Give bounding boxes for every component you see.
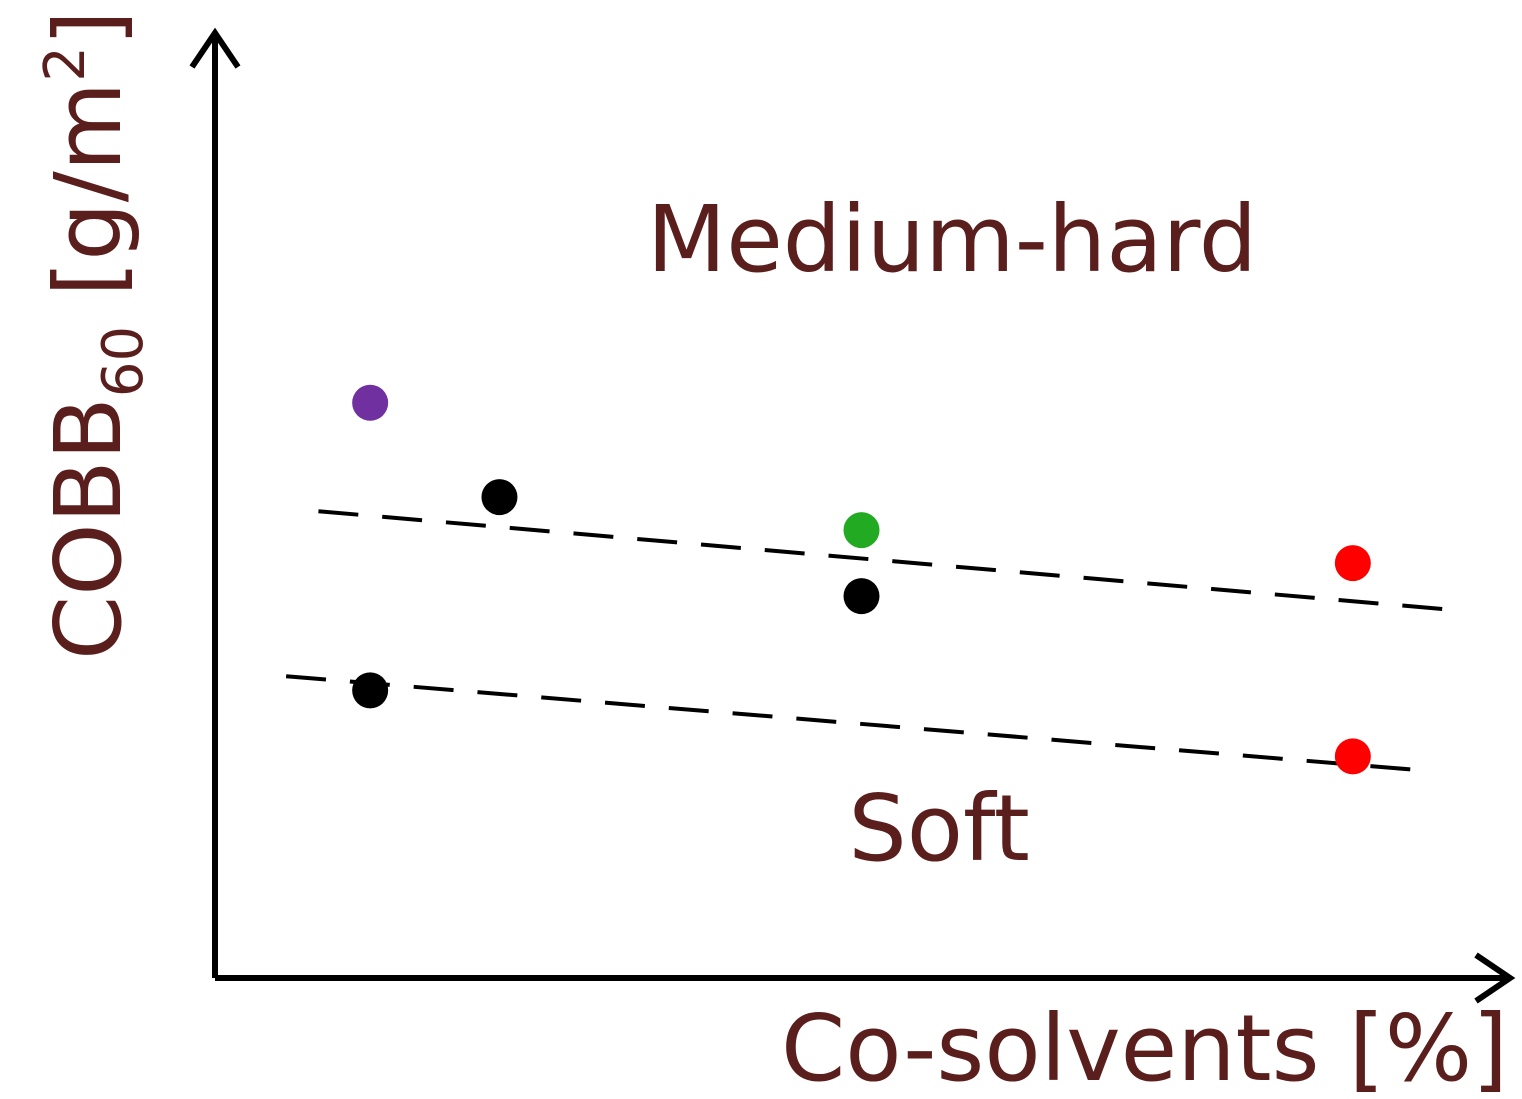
data-point-5 xyxy=(352,672,389,709)
data-points xyxy=(352,384,1371,775)
region-labels: Medium-hard Soft xyxy=(647,186,1257,882)
y-axis-label-close: ] xyxy=(35,10,142,46)
y-axis-arrow xyxy=(189,27,241,69)
axes xyxy=(189,27,1516,1004)
dashed-line-1 xyxy=(318,509,1457,613)
data-point-7 xyxy=(1334,738,1371,775)
y-axis-label-sup: 2 xyxy=(33,46,98,82)
x-axis-label: Co-solvents [%] xyxy=(781,995,1508,1099)
y-axis-label-main: COBB xyxy=(35,397,142,660)
y-axis-label-sub: 60 xyxy=(91,326,156,397)
y-axis-label-unit: [g/m xyxy=(35,82,142,326)
dashed-line-2 xyxy=(285,674,1425,773)
trend-lines xyxy=(285,509,1457,773)
region-label-2: Soft xyxy=(848,775,1030,882)
x-axis-arrow xyxy=(1474,952,1516,1004)
data-point-3 xyxy=(843,512,880,549)
data-point-6 xyxy=(1334,545,1371,582)
y-axis-label: COBB60 [g/m2] xyxy=(33,10,156,660)
data-point-1 xyxy=(352,384,389,421)
region-label-1: Medium-hard xyxy=(647,186,1257,293)
data-point-2 xyxy=(481,479,518,516)
data-point-4 xyxy=(843,578,880,615)
